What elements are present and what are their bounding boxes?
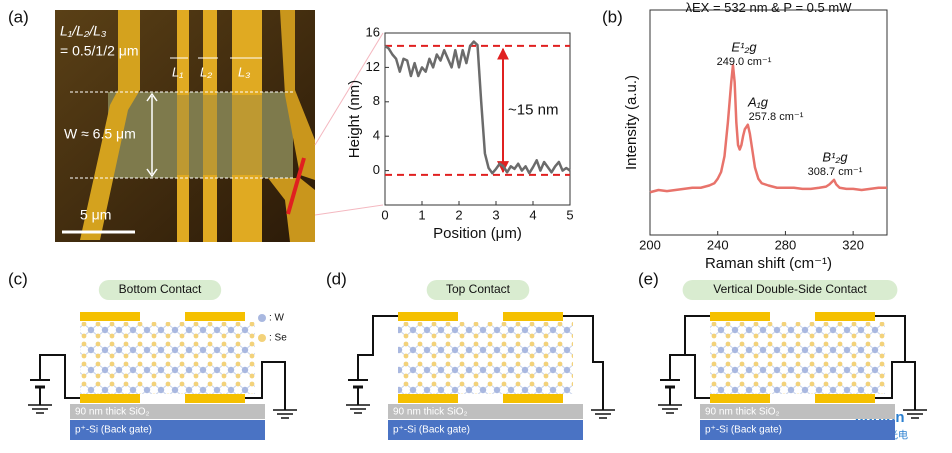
y-axis-label: Height (nm) xyxy=(346,80,363,158)
diagram-title: Bottom Contact xyxy=(119,282,202,296)
tmd-layers xyxy=(710,322,885,394)
wire xyxy=(669,315,710,380)
scale-bar-label: 5 μm xyxy=(80,207,111,223)
annotation: ~15 nm xyxy=(508,101,558,118)
legend-label: : W xyxy=(269,313,285,324)
l2-label: L₂ xyxy=(200,64,212,79)
gate-layer xyxy=(700,420,895,440)
peak-position: 257.8 cm⁻¹ xyxy=(749,111,804,123)
panel-label: (a) xyxy=(8,7,29,26)
bottom-contact xyxy=(710,394,770,403)
bottom-contact xyxy=(185,394,245,403)
oxide-label: 90 nm thick SiO₂ xyxy=(75,407,150,418)
wire xyxy=(563,315,604,410)
wire xyxy=(875,315,916,410)
bottom-contact xyxy=(398,394,458,403)
oxide-layer xyxy=(70,404,265,419)
gate-label: p⁺-Si (Back gate) xyxy=(75,425,152,436)
x-tick-label: 4 xyxy=(529,207,536,222)
x-tick-label: 2 xyxy=(455,207,462,222)
top-contact xyxy=(398,312,458,321)
legend-label: : Se xyxy=(269,333,287,344)
y-tick-label: 0 xyxy=(373,162,380,177)
plot-frame xyxy=(384,32,571,206)
y-tick-label: 16 xyxy=(366,24,380,39)
wire xyxy=(669,354,710,399)
peak-position: 249.0 cm⁻¹ xyxy=(717,56,772,68)
diagram-title: Top Contact xyxy=(446,282,511,296)
oxide-layer xyxy=(700,404,895,419)
x-tick-label: 200 xyxy=(639,237,661,252)
top-contact xyxy=(80,312,140,321)
peak-name: A₁g xyxy=(747,94,769,109)
wire xyxy=(39,354,80,399)
x-tick-label: 280 xyxy=(775,237,797,252)
tmd-layers xyxy=(398,322,573,394)
panel-label: (d) xyxy=(326,269,347,288)
bottom-contact xyxy=(815,394,875,403)
top-contact xyxy=(710,312,770,321)
l1-label: L₁ xyxy=(172,64,183,79)
x-tick-label: 5 xyxy=(566,207,573,222)
y-tick-label: 4 xyxy=(373,128,380,143)
wire xyxy=(245,361,286,410)
bottom-contact xyxy=(503,394,563,403)
title-pill xyxy=(426,280,530,300)
oxide-layer xyxy=(388,404,583,419)
bottom-contact xyxy=(80,394,140,403)
peak-position: 308.7 cm⁻¹ xyxy=(808,166,863,178)
top-contact xyxy=(185,312,245,321)
x-tick-label: 1 xyxy=(418,207,425,222)
panel-label: (e) xyxy=(638,269,659,288)
peak-name: E¹₂g xyxy=(731,39,757,54)
chart-title: λEX = 532 nm & P = 0.5 mW xyxy=(686,0,853,15)
title-pill xyxy=(682,280,898,300)
micrograph: L₁/L₂/L₃ = 0.5/1/2 μm L₁ L₂ L₃ W ≈ 6.5 μ… xyxy=(55,10,384,242)
y-tick-label: 8 xyxy=(373,93,380,108)
l3-label: L₃ xyxy=(238,64,250,79)
panel-label: (b) xyxy=(602,7,623,26)
top-contact xyxy=(815,312,875,321)
width-label: W ≈ 6.5 μm xyxy=(64,126,136,142)
x-tick-label: 320 xyxy=(842,237,864,252)
x-tick-label: 3 xyxy=(492,207,499,222)
ratio-label: L₁/L₂/L₃ xyxy=(60,23,107,39)
gate-layer xyxy=(388,420,583,440)
data-line xyxy=(384,40,571,175)
oxide-label: 90 nm thick SiO₂ xyxy=(393,407,468,418)
oxide-label: 90 nm thick SiO₂ xyxy=(705,407,780,418)
x-axis-label: Position (μm) xyxy=(433,225,522,242)
x-tick-label: 0 xyxy=(381,207,388,222)
gate-layer xyxy=(70,420,265,440)
x-tick-label: 240 xyxy=(707,237,729,252)
gate-label: p⁺-Si (Back gate) xyxy=(393,425,470,436)
diagram-title: Vertical Double-Side Contact xyxy=(713,282,867,296)
peak-name: B¹₂g xyxy=(822,149,848,164)
tmd-layers xyxy=(80,322,255,394)
plot-frame xyxy=(649,9,888,236)
legend-swatch xyxy=(258,314,266,322)
gate-label: p⁺-Si (Back gate) xyxy=(705,425,782,436)
y-axis-label: Intensity (a.u.) xyxy=(623,75,640,170)
title-pill xyxy=(98,280,222,300)
ratio-values: = 0.5/1/2 μm xyxy=(60,43,139,59)
panel-label: (c) xyxy=(8,269,28,288)
x-axis-label: Raman shift (cm⁻¹) xyxy=(705,255,832,272)
top-contact xyxy=(503,312,563,321)
data-line xyxy=(649,63,887,194)
wire xyxy=(357,315,398,380)
y-tick-label: 12 xyxy=(366,59,380,74)
legend-swatch xyxy=(258,334,266,342)
